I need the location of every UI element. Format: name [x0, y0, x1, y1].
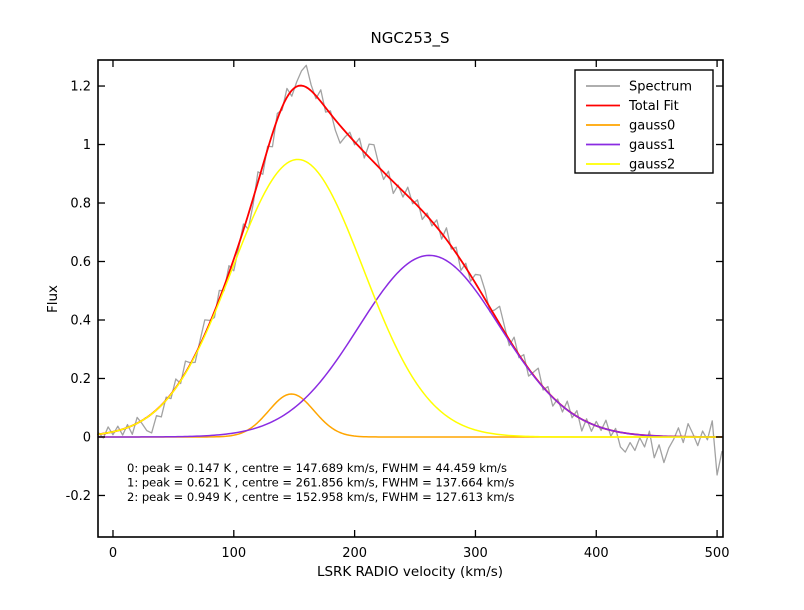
gauss1-line — [97, 254, 723, 438]
y-tick-label: 0.2 — [70, 372, 91, 387]
annotation-line-2: 2: peak = 0.949 K , centre = 152.958 km/… — [127, 490, 514, 504]
x-axis-label: LSRK RADIO velocity (km/s) — [317, 564, 503, 580]
annotation-line-0: 0: peak = 0.147 K , centre = 147.689 km/… — [127, 461, 507, 475]
y-tick-label: 1.2 — [70, 80, 91, 95]
y-tick-label: 0 — [83, 431, 91, 446]
legend-label-gauss2: gauss2 — [629, 158, 675, 173]
y-tick-label: 0.6 — [70, 255, 91, 270]
chart-title: NGC253_S — [371, 29, 450, 48]
legend-box — [574, 69, 714, 174]
y-tick-label: 0.8 — [70, 197, 91, 212]
x-tick-label: 200 — [342, 546, 367, 561]
gauss0-line — [97, 393, 723, 438]
fit-parameters-annotation: 0: peak = 0.147 K , centre = 147.689 km/… — [127, 461, 514, 504]
plot-area: 0 100 200 300 400 500 -0.2 0 0.2 0.4 0.6 0.8 1 1.2 — [66, 59, 730, 561]
x-tick-label: 300 — [463, 546, 488, 561]
y-tick-label: -0.2 — [66, 489, 91, 504]
legend-label-gauss1: gauss1 — [629, 138, 675, 153]
x-tick-label: 500 — [705, 546, 730, 561]
y-tick-label: 1 — [83, 138, 91, 153]
x-tick-label: 0 — [109, 546, 117, 561]
legend-label-gauss0: gauss0 — [629, 119, 675, 134]
x-tick-label: 100 — [221, 546, 246, 561]
legend: Spectrum Total Fit gauss0 gauss1 gauss2 — [574, 69, 714, 174]
gauss2-line — [97, 158, 723, 438]
legend-label-total-fit: Total Fit — [628, 99, 679, 114]
y-tick-label: 0.4 — [70, 314, 91, 329]
legend-label-spectrum: Spectrum — [629, 80, 692, 95]
y-axis-label: Flux — [45, 285, 61, 313]
x-tick-label: 400 — [584, 546, 609, 561]
axes-spines — [97, 59, 724, 538]
annotation-line-1: 1: peak = 0.621 K , centre = 261.856 km/… — [127, 476, 514, 490]
